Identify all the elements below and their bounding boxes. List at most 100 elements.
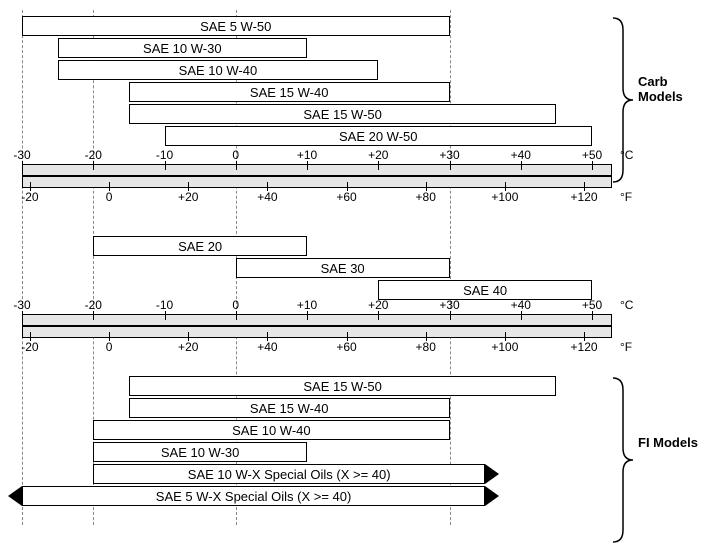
c-tick-label: -20: [85, 148, 102, 162]
f-tick-mark: [347, 182, 348, 191]
fi-group-label: FI Models: [638, 435, 698, 450]
c-tick-mark: [592, 311, 593, 320]
c-tick-mark: [450, 311, 451, 320]
fi-bar: SAE 15 W-40: [129, 398, 450, 418]
f-tick-mark: [426, 182, 427, 191]
f-tick-label: 0: [106, 340, 113, 354]
f-tick-label: +120: [571, 190, 598, 204]
bar-label: SAE 15 W-50: [303, 379, 382, 394]
fi-bar: SAE 5 W-X Special Oils (X >= 40): [22, 486, 485, 506]
bar-label: SAE 20: [178, 239, 222, 254]
f-tick-label: +60: [336, 190, 356, 204]
fi-brace-icon: [611, 376, 635, 544]
c-tick-label: -20: [85, 298, 102, 312]
f-tick-mark: [109, 182, 110, 191]
unit-f: °F: [620, 190, 632, 204]
carb-bar: SAE 15 W-40: [129, 82, 450, 102]
scale-track-f: [22, 326, 612, 338]
f-tick-label: -20: [21, 340, 38, 354]
f-tick-mark: [188, 332, 189, 341]
c-tick-label: -30: [13, 298, 30, 312]
c-tick-label: +50: [582, 298, 602, 312]
c-tick-label: -10: [156, 148, 173, 162]
c-tick-mark: [236, 161, 237, 170]
c-tick-label: +20: [368, 148, 388, 162]
f-tick-label: +20: [178, 340, 198, 354]
c-tick-mark: [521, 311, 522, 320]
fi-bar: SAE 10 W-30: [93, 442, 307, 462]
c-tick-label: +40: [511, 148, 531, 162]
sae-bar: SAE 20: [93, 236, 307, 256]
scale-track-c: [22, 314, 612, 326]
bar-label: SAE 5 W-X Special Oils (X >= 40): [156, 489, 352, 504]
f-tick-mark: [505, 332, 506, 341]
f-tick-label: -20: [21, 190, 38, 204]
sae-bar: SAE 30: [236, 258, 450, 278]
f-tick-label: +80: [416, 190, 436, 204]
f-tick-label: 0: [106, 190, 113, 204]
carb-group-label: Carb Models: [638, 74, 683, 104]
f-tick-mark: [426, 332, 427, 341]
c-tick-mark: [521, 161, 522, 170]
scale-track-c: [22, 164, 612, 176]
guide-line: [22, 10, 23, 525]
f-tick-label: +100: [491, 340, 518, 354]
fi-bar: SAE 15 W-50: [129, 376, 557, 396]
f-tick-mark: [267, 332, 268, 341]
f-tick-mark: [30, 182, 31, 191]
bar-label: SAE 40: [463, 283, 507, 298]
f-tick-mark: [505, 182, 506, 191]
c-tick-mark: [93, 161, 94, 170]
f-tick-mark: [347, 332, 348, 341]
extends-cold-icon: [8, 486, 22, 506]
c-tick-label: +30: [439, 298, 459, 312]
c-tick-label: 0: [232, 298, 239, 312]
c-tick-mark: [165, 311, 166, 320]
carb-bar: SAE 10 W-40: [58, 60, 379, 80]
f-tick-mark: [109, 332, 110, 341]
f-tick-mark: [584, 332, 585, 341]
c-tick-mark: [236, 311, 237, 320]
c-tick-mark: [378, 161, 379, 170]
bar-label: SAE 10 W-40: [232, 423, 311, 438]
f-tick-mark: [584, 182, 585, 191]
c-tick-label: +10: [297, 148, 317, 162]
c-tick-mark: [307, 311, 308, 320]
carb-bar: SAE 20 W-50: [165, 126, 593, 146]
bar-label: SAE 10 W-40: [179, 63, 258, 78]
bar-label: SAE 5 W-50: [200, 19, 271, 34]
c-tick-mark: [22, 311, 23, 320]
carb-brace-icon: [611, 16, 635, 184]
f-tick-label: +80: [416, 340, 436, 354]
sae-bar: SAE 40: [378, 280, 592, 300]
f-tick-label: +60: [336, 340, 356, 354]
oil-viscosity-chart: SAE 5 W-50 SAE 10 W-30 SAE 10 W-40 SAE 15 W…: [10, 10, 712, 525]
c-tick-mark: [450, 161, 451, 170]
f-tick-label: +100: [491, 190, 518, 204]
unit-c: °C: [620, 298, 633, 312]
carb-bar: SAE 15 W-50: [129, 104, 557, 124]
bar-label: SAE 30: [321, 261, 365, 276]
c-tick-label: +10: [297, 298, 317, 312]
extends-hot-icon: [485, 464, 499, 484]
f-tick-label: +120: [571, 340, 598, 354]
carb-bar: SAE 5 W-50: [22, 16, 450, 36]
f-tick-label: +20: [178, 190, 198, 204]
c-tick-label: +40: [511, 298, 531, 312]
bar-label: SAE 15 W-50: [303, 107, 382, 122]
bar-label: SAE 15 W-40: [250, 85, 329, 100]
f-tick-mark: [30, 332, 31, 341]
c-tick-mark: [165, 161, 166, 170]
c-tick-mark: [307, 161, 308, 170]
c-tick-label: +20: [368, 298, 388, 312]
bar-label: SAE 10 W-30: [143, 41, 222, 56]
c-tick-mark: [93, 311, 94, 320]
c-tick-label: +30: [439, 148, 459, 162]
extends-hot-icon: [485, 486, 499, 506]
c-tick-label: 0: [232, 148, 239, 162]
c-tick-mark: [378, 311, 379, 320]
scale-track-f: [22, 176, 612, 188]
unit-f: °F: [620, 340, 632, 354]
carb-bar: SAE 10 W-30: [58, 38, 307, 58]
f-tick-label: +40: [257, 190, 277, 204]
